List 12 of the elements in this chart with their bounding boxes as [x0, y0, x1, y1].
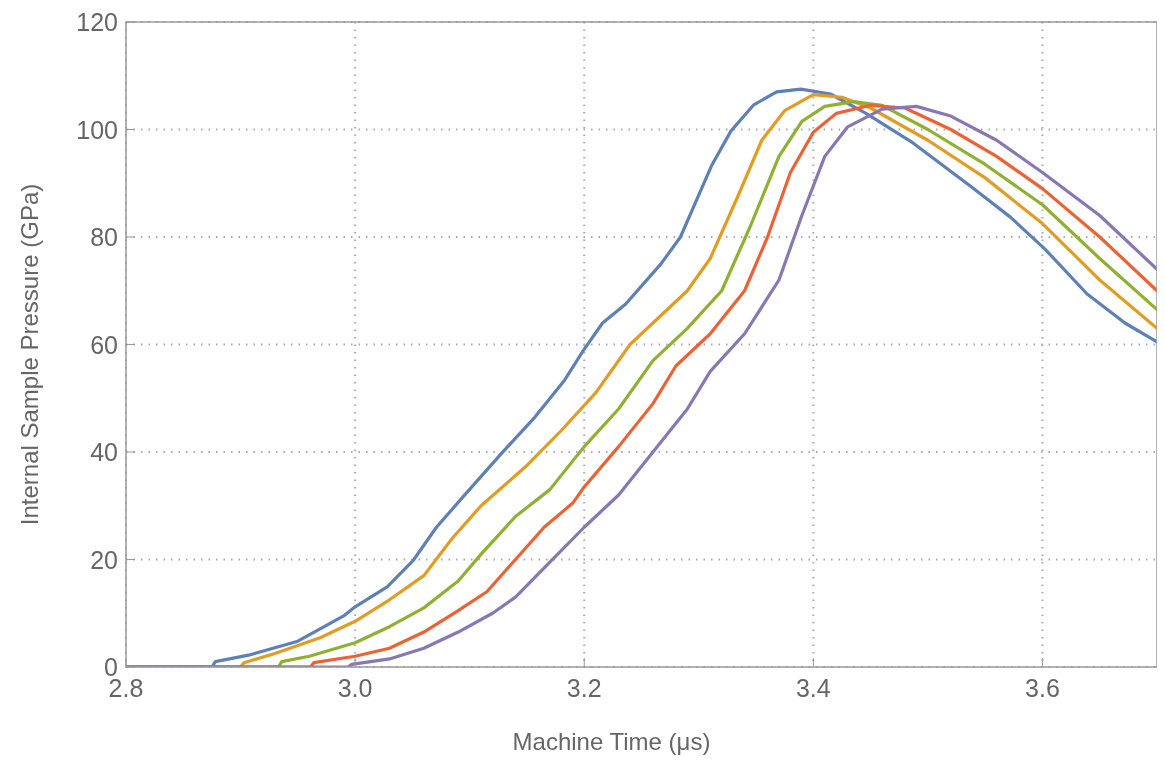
y-tick-label: 60 [90, 330, 118, 359]
x-tick-label: 3.4 [795, 674, 831, 702]
x-tick-label: 3.6 [1025, 674, 1060, 702]
x-axis-title: Machine Time (μs) [512, 728, 711, 755]
y-axis-title: Internal Sample Pressure (GPa) [16, 183, 43, 526]
y-tick-label: 40 [90, 438, 118, 466]
y-tick-label: 120 [76, 8, 118, 36]
y-tick-label: 80 [90, 223, 118, 251]
x-tick-label: 3.2 [566, 674, 602, 702]
x-tick-label: 3.0 [337, 674, 373, 702]
y-tick-label: 20 [90, 545, 118, 574]
y-tick-label: 100 [76, 115, 118, 144]
